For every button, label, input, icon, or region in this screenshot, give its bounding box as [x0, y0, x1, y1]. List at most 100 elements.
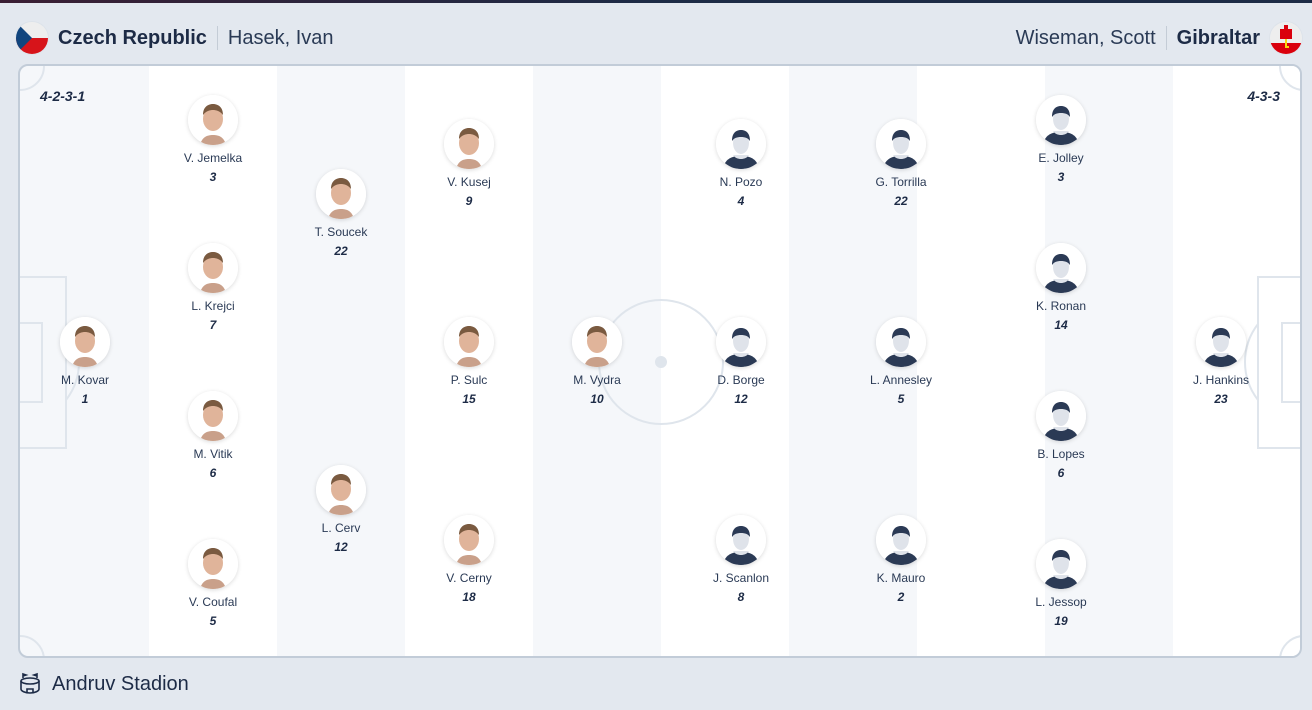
- player-name: M. Vitik: [193, 447, 233, 461]
- player-name: K. Ronan: [1035, 299, 1087, 313]
- player-name: M. Vydra: [573, 373, 621, 387]
- gibraltar-flag-icon: [1270, 22, 1302, 54]
- top-accent-bar: [0, 0, 1312, 3]
- home-player[interactable]: L. Krejci 7: [153, 243, 273, 332]
- divider: [216, 26, 218, 50]
- home-player[interactable]: M. Vitik 6: [153, 391, 273, 480]
- player-number: 3: [209, 170, 217, 184]
- player-number: 18: [462, 590, 476, 604]
- player-number: 1: [81, 392, 89, 406]
- home-player[interactable]: V. Kusej 9: [409, 119, 529, 208]
- player-number: 10: [590, 392, 604, 406]
- away-player[interactable]: B. Lopes 6: [1001, 391, 1121, 480]
- player-number: 14: [1054, 318, 1068, 332]
- player-avatar: [1196, 317, 1246, 367]
- player-number: 3: [1057, 170, 1065, 184]
- player-name: T. Soucek: [314, 225, 368, 239]
- home-player[interactable]: M. Vydra 10: [537, 317, 657, 406]
- player-avatar: [876, 317, 926, 367]
- away-player[interactable]: E. Jolley 3: [1001, 95, 1121, 184]
- away-player[interactable]: K. Ronan 14: [1001, 243, 1121, 332]
- away-team-name[interactable]: Gibraltar: [1176, 26, 1260, 49]
- player-number: 23: [1214, 392, 1228, 406]
- player-number: 5: [897, 392, 905, 406]
- player-avatar: [316, 465, 366, 515]
- home-player[interactable]: V. Jemelka 3: [153, 95, 273, 184]
- home-player[interactable]: V. Coufal 5: [153, 539, 273, 628]
- player-number: 7: [209, 318, 217, 332]
- player-avatar: [1036, 539, 1086, 589]
- player-name: M. Kovar: [60, 373, 109, 387]
- player-name: L. Cerv: [321, 521, 361, 535]
- player-name: N. Pozo: [719, 175, 763, 189]
- home-player[interactable]: T. Soucek 22: [281, 169, 401, 258]
- player-avatar: [716, 515, 766, 565]
- home-player[interactable]: L. Cerv 12: [281, 465, 401, 554]
- player-avatar: [188, 95, 238, 145]
- player-avatar: [444, 317, 494, 367]
- away-coach-name: Wiseman, Scott: [1015, 26, 1156, 49]
- venue: Andruv Stadion: [18, 672, 189, 696]
- stadium-icon: [20, 672, 40, 694]
- player-avatar: [444, 119, 494, 169]
- away-formation: 4-3-3: [1247, 88, 1280, 104]
- player-avatar: [444, 515, 494, 565]
- home-team-name[interactable]: Czech Republic: [58, 26, 207, 49]
- player-number: 6: [1057, 466, 1065, 480]
- away-team-header: Wiseman, Scott Gibraltar: [1006, 22, 1302, 54]
- player-number: 9: [465, 194, 473, 208]
- player-avatar: [876, 515, 926, 565]
- player-name: V. Kusej: [447, 175, 491, 189]
- player-number: 22: [894, 194, 908, 208]
- player-number: 15: [462, 392, 476, 406]
- player-name: J. Scanlon: [712, 571, 770, 585]
- pitch: 4-2-3-1 4-3-3 M. Kovar 1 V. Jemelka 3 L. Kre…: [18, 64, 1302, 658]
- player-number: 5: [209, 614, 217, 628]
- home-player[interactable]: V. Cerny 18: [409, 515, 529, 604]
- player-name: V. Cerny: [446, 571, 492, 585]
- player-name: G. Torrilla: [875, 175, 927, 189]
- player-name: P. Sulc: [450, 373, 488, 387]
- away-player[interactable]: L. Jessop 19: [1001, 539, 1121, 628]
- player-avatar: [716, 119, 766, 169]
- player-name: J. Hankins: [1192, 373, 1250, 387]
- player-avatar: [188, 539, 238, 589]
- home-coach-name: Hasek, Ivan: [227, 26, 334, 49]
- player-avatar: [876, 119, 926, 169]
- pitch-markings: [20, 66, 1300, 656]
- player-number: 2: [897, 590, 905, 604]
- player-name: K. Mauro: [876, 571, 926, 585]
- player-number: 4: [737, 194, 745, 208]
- player-number: 8: [737, 590, 745, 604]
- player-avatar: [716, 317, 766, 367]
- player-name: L. Jessop: [1035, 595, 1087, 609]
- player-name: D. Borge: [717, 373, 765, 387]
- czech-flag-icon: [16, 22, 48, 54]
- player-number: 22: [334, 244, 348, 258]
- home-player[interactable]: P. Sulc 15: [409, 317, 529, 406]
- player-avatar: [316, 169, 366, 219]
- player-name: V. Coufal: [188, 595, 238, 609]
- away-player[interactable]: N. Pozo 4: [681, 119, 801, 208]
- away-player[interactable]: K. Mauro 2: [841, 515, 961, 604]
- player-avatar: [188, 243, 238, 293]
- away-player[interactable]: J. Hankins 23: [1161, 317, 1281, 406]
- player-avatar: [572, 317, 622, 367]
- away-player[interactable]: L. Annesley 5: [841, 317, 961, 406]
- divider: [1165, 26, 1167, 50]
- player-number: 12: [734, 392, 748, 406]
- player-name: L. Annesley: [869, 373, 933, 387]
- away-player[interactable]: J. Scanlon 8: [681, 515, 801, 604]
- away-player[interactable]: D. Borge 12: [681, 317, 801, 406]
- player-number: 19: [1054, 614, 1068, 628]
- player-name: L. Krejci: [191, 299, 235, 313]
- away-player[interactable]: G. Torrilla 22: [841, 119, 961, 208]
- player-avatar: [60, 317, 110, 367]
- player-avatar: [188, 391, 238, 441]
- player-avatar: [1036, 391, 1086, 441]
- home-player[interactable]: M. Kovar 1: [25, 317, 145, 406]
- player-number: 6: [209, 466, 217, 480]
- player-name: V. Jemelka: [183, 151, 243, 165]
- venue-name: Andruv Stadion: [52, 672, 189, 695]
- home-team-header: Czech Republic Hasek, Ivan: [16, 22, 344, 54]
